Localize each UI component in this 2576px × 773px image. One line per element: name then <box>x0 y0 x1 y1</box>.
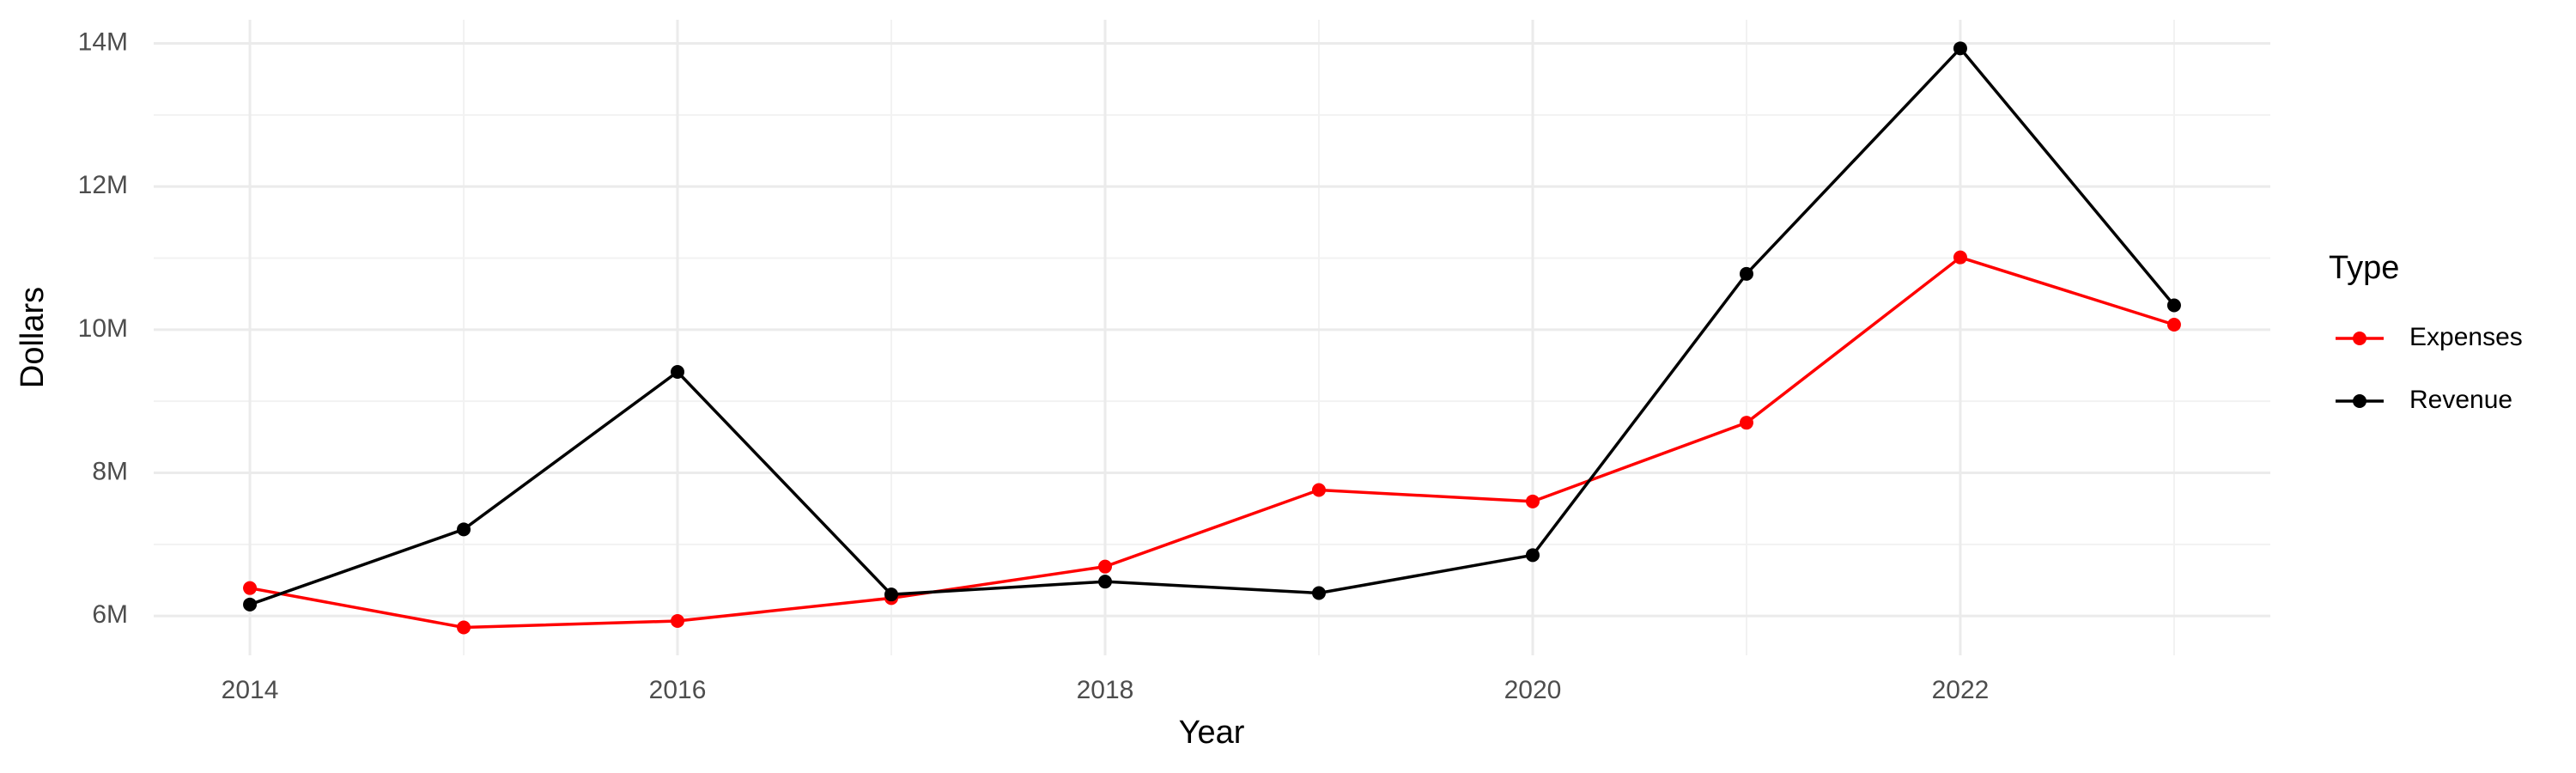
data-point <box>884 587 899 602</box>
y-axis-title: Dollars <box>15 287 51 388</box>
data-point <box>671 614 685 628</box>
x-tick-label: 2020 <box>1504 676 1562 704</box>
x-tick-label: 2022 <box>1932 676 1990 704</box>
data-point <box>1525 494 1540 508</box>
x-tick-label: 2018 <box>1077 676 1134 704</box>
data-point <box>1098 559 1113 574</box>
y-tick-label: 14M <box>78 27 128 56</box>
data-point <box>1739 416 1753 430</box>
series-line <box>249 46 2176 606</box>
y-tick-label: 8M <box>92 457 128 485</box>
data-point <box>1739 266 1753 281</box>
plot-marks <box>243 41 2181 635</box>
legend-key-point <box>2353 332 2366 345</box>
data-point <box>457 522 471 537</box>
legend-label: Expenses <box>2409 323 2523 351</box>
legend-key-point <box>2353 394 2366 408</box>
data-point <box>243 581 258 595</box>
data-point <box>1098 575 1113 589</box>
series-line <box>249 255 2175 630</box>
data-point <box>671 365 685 379</box>
x-tick-label: 2014 <box>222 676 279 704</box>
data-point <box>1525 548 1540 563</box>
y-tick-label: 10M <box>78 314 128 343</box>
y-tick-label: 12M <box>78 171 128 199</box>
grid <box>154 20 2270 655</box>
data-point <box>1953 41 1967 56</box>
data-point <box>2166 298 2181 313</box>
data-point <box>2166 318 2181 332</box>
data-point <box>243 597 258 612</box>
data-point <box>1311 586 1326 600</box>
x-tick-label: 2016 <box>649 676 707 704</box>
data-point <box>457 620 471 635</box>
data-point <box>1311 483 1326 497</box>
data-point <box>1953 250 1967 265</box>
x-axis-title: Year <box>1179 715 1245 751</box>
legend-label: Revenue <box>2409 386 2512 414</box>
y-tick-label: 6M <box>92 600 128 629</box>
legend-title: Type <box>2329 250 2399 286</box>
